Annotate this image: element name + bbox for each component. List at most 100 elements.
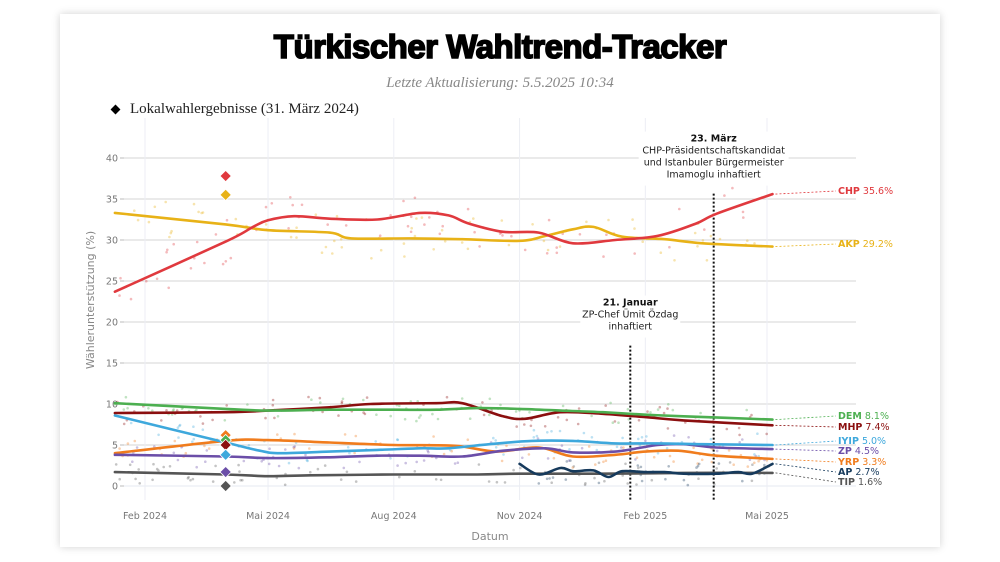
poll-point	[725, 427, 729, 431]
poll-point	[713, 483, 716, 486]
poll-point	[671, 408, 675, 412]
poll-point	[441, 224, 445, 228]
poll-point	[439, 478, 443, 482]
poll-point	[697, 462, 701, 466]
poll-point	[577, 407, 581, 410]
poll-point	[292, 447, 296, 450]
poll-point	[645, 435, 648, 438]
election-result-marker-mhp[interactable]	[219, 438, 232, 452]
poll-point	[415, 460, 419, 464]
poll-point	[119, 276, 122, 280]
poll-point	[564, 478, 568, 481]
poll-point	[656, 408, 660, 411]
poll-point	[561, 404, 565, 408]
poll-point	[320, 251, 324, 254]
poll-point	[214, 464, 217, 468]
poll-point	[147, 407, 150, 410]
event-label-title: 21. Januar	[603, 298, 658, 309]
poll-point	[404, 461, 408, 465]
poll-point	[211, 418, 214, 422]
trend-line-dem[interactable]	[113, 401, 774, 421]
poll-point	[551, 476, 555, 479]
poll-point	[374, 440, 378, 443]
poll-point	[417, 416, 421, 419]
trend-line-ap[interactable]	[518, 462, 774, 479]
y-tick-label: 40	[106, 154, 118, 165]
poll-point	[413, 470, 417, 473]
poll-point	[331, 252, 334, 255]
event-label-text: CHP-Präsidentschaftskandidat	[642, 146, 785, 157]
poll-point	[192, 425, 195, 429]
election-result-marker-tip[interactable]	[219, 479, 232, 493]
poll-point	[314, 213, 318, 216]
election-result-marker-akp[interactable]	[219, 188, 232, 202]
poll-point	[131, 460, 134, 464]
poll-point	[403, 417, 407, 421]
election-result-marker-chp[interactable]	[219, 169, 232, 183]
poll-point	[292, 445, 296, 449]
poll-point	[406, 224, 410, 228]
poll-point	[133, 439, 137, 443]
x-tick-label: Nov 2024	[497, 511, 543, 522]
poll-point	[432, 435, 435, 438]
y-tick-label: 15	[106, 359, 118, 370]
poll-point	[567, 459, 571, 462]
poll-point	[633, 252, 636, 255]
poll-point	[472, 217, 475, 220]
poll-point	[271, 403, 275, 407]
poll-point	[590, 414, 593, 418]
poll-point	[546, 431, 549, 434]
election-result-marker-zp[interactable]	[219, 465, 232, 479]
poll-point	[434, 478, 438, 481]
end-label-connector	[775, 440, 837, 446]
poll-point	[172, 242, 175, 246]
poll-point	[672, 434, 676, 437]
poll-point	[223, 419, 227, 422]
poll-point	[343, 433, 347, 436]
poll-point	[650, 478, 654, 482]
poll-point	[672, 460, 675, 463]
poll-point	[379, 248, 383, 252]
poll-point	[545, 477, 549, 481]
poll-point	[602, 255, 605, 258]
trend-line-akp[interactable]	[113, 211, 774, 248]
poll-point	[546, 248, 550, 252]
poll-point	[545, 252, 549, 255]
poll-point	[637, 419, 641, 422]
poll-point	[200, 211, 203, 215]
poll-point	[571, 466, 575, 469]
poll-point	[542, 239, 546, 243]
poll-point	[576, 422, 580, 426]
poll-point	[624, 462, 627, 466]
poll-point	[617, 421, 620, 425]
poll-point	[665, 447, 669, 450]
event-label-text: und Istanbuler Bürgermeister	[644, 158, 784, 169]
election-result-marker-iyip[interactable]	[219, 448, 232, 462]
poll-point	[597, 461, 601, 465]
poll-point	[145, 279, 148, 283]
poll-point	[652, 455, 656, 459]
poll-point	[423, 223, 426, 226]
poll-point	[450, 449, 454, 453]
poll-point	[346, 446, 350, 449]
poll-point	[416, 400, 420, 403]
trend-line-iyip[interactable]	[113, 414, 774, 455]
poll-point	[673, 259, 676, 262]
poll-point	[705, 259, 709, 262]
poll-point	[420, 216, 424, 219]
poll-point	[703, 228, 706, 231]
poll-point	[696, 462, 699, 465]
poll-point	[321, 410, 324, 414]
trend-line-chp[interactable]	[113, 192, 774, 293]
trend-line-mhp[interactable]	[113, 400, 774, 427]
poll-point	[345, 470, 349, 474]
x-tick-label: Feb 2024	[123, 511, 167, 522]
poll-point	[754, 454, 758, 458]
poll-point	[340, 400, 344, 403]
poll-point	[124, 395, 128, 399]
poll-point	[422, 459, 426, 462]
legend[interactable]: Lokalwahlergebnisse (31. März 2024)	[110, 101, 359, 118]
poll-point	[151, 409, 154, 413]
poll-point	[453, 462, 457, 465]
poll-point	[543, 425, 547, 428]
